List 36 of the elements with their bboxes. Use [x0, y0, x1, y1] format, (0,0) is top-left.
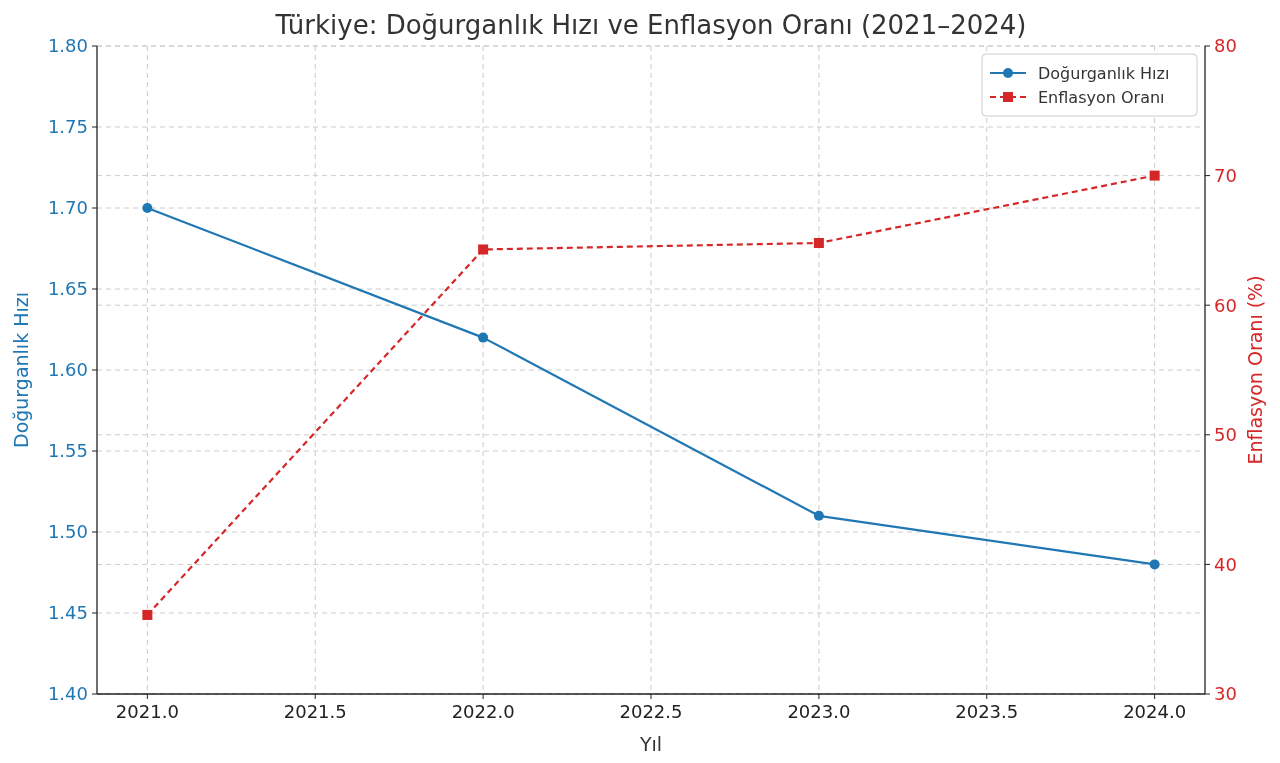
- point: [1149, 559, 1160, 570]
- point: [813, 237, 824, 248]
- x-tick-label: 2023.5: [955, 701, 1019, 722]
- point: [142, 609, 153, 620]
- y-axis-title: Doğurganlık Hızı: [10, 292, 32, 448]
- y2-tick-label: 80: [1214, 35, 1237, 57]
- y-tick-label: 1.70: [47, 197, 88, 219]
- y-tick-label: 1.40: [47, 683, 88, 705]
- y-tick-label: 1.80: [47, 35, 88, 57]
- x-tick-label: 2021.0: [115, 701, 179, 722]
- y-tick-label: 1.60: [47, 359, 88, 381]
- y-tick-label: 1.65: [47, 278, 88, 300]
- legend-label: Enflasyon Oranı: [1038, 87, 1165, 107]
- point: [142, 203, 153, 213]
- x-tick-label: 2024.0: [1123, 701, 1187, 722]
- y-tick-label: 1.50: [47, 521, 88, 543]
- point: [1149, 170, 1160, 181]
- chart-title: Türkiye: Doğurganlık Hızı ve Enflasyon Oranı (2021–2024): [274, 10, 1027, 40]
- y-tick-label: 1.75: [47, 116, 88, 138]
- x-tick-label: 2021.5: [283, 701, 347, 722]
- y2-tick-label: 70: [1214, 164, 1237, 186]
- point: [813, 510, 824, 521]
- x-tick-label: 2022.5: [619, 701, 683, 722]
- y-tick-label: 1.55: [47, 440, 88, 462]
- y2-tick-label: 50: [1214, 424, 1237, 446]
- y-tick-label: 1.45: [47, 602, 88, 624]
- y2-tick-label: 40: [1214, 553, 1237, 575]
- x-tick-label: 2022.0: [451, 701, 515, 722]
- y2-tick-label: 60: [1214, 294, 1237, 316]
- point: [478, 332, 489, 343]
- x-tick-label: 2023.0: [787, 701, 851, 722]
- point: [478, 244, 489, 255]
- legend-label: Doğurganlık Hızı: [1038, 63, 1170, 83]
- y2-tick-label: 30: [1214, 683, 1237, 705]
- x-axis-title: Yıl: [638, 733, 663, 755]
- y2-axis-title: Enflasyon Oranı (%): [1244, 275, 1266, 465]
